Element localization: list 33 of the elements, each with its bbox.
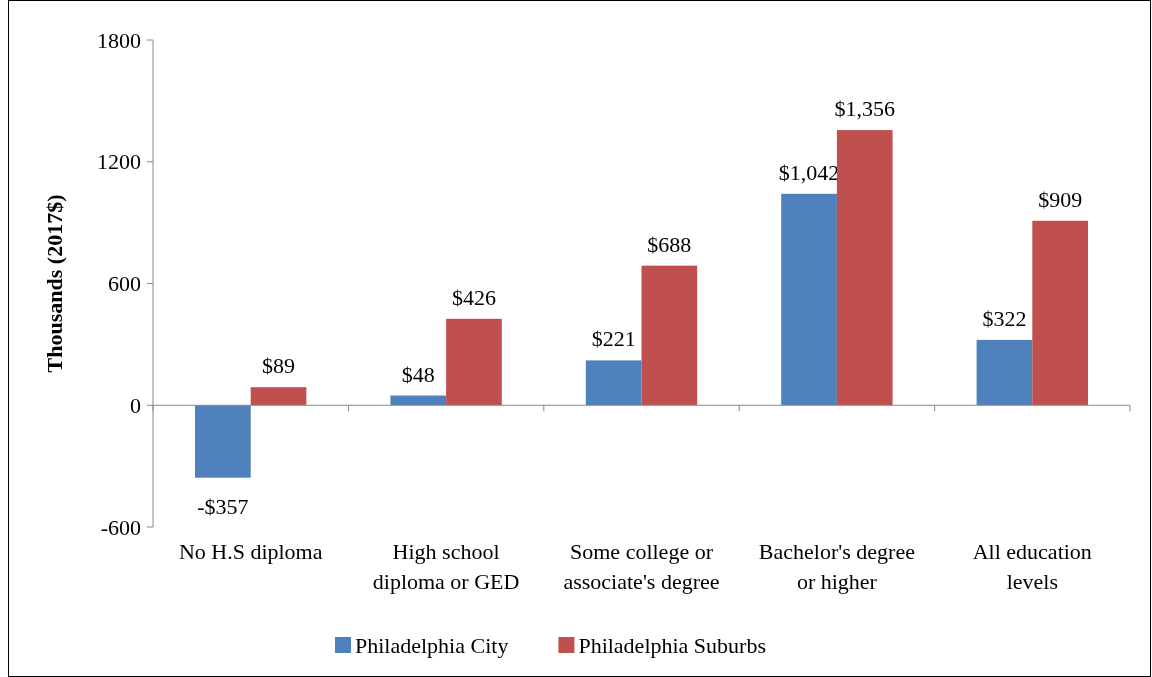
y-axis-title: Thousands (2017$) [42, 194, 67, 373]
data-label: $909 [1038, 186, 1083, 212]
bar [446, 318, 502, 406]
y-tick-label: 0 [130, 392, 141, 418]
data-label: $48 [401, 361, 435, 387]
x-tick-label: High school diploma or GED [372, 539, 520, 594]
x-tick-label: Some college or associate's degree [563, 539, 720, 594]
bar [390, 395, 447, 406]
data-label: $688 [647, 231, 692, 257]
legend-label: Philadelphia City [355, 632, 509, 658]
bar [641, 265, 698, 406]
data-label: $1,356 [834, 96, 895, 122]
y-tick-label: -600 [100, 514, 141, 540]
bar [195, 405, 251, 478]
y-tick-label: 1800 [97, 27, 141, 53]
y-tick-label: 600 [108, 271, 141, 297]
bar [250, 387, 307, 406]
x-tick-label: All education levels [972, 539, 1092, 594]
bar [781, 193, 837, 406]
bar [976, 339, 1033, 406]
data-label: $89 [262, 353, 296, 379]
legend-label: Philadelphia Suburbs [578, 632, 767, 658]
bar [1032, 220, 1088, 406]
bar [836, 130, 893, 406]
data-label: -$357 [197, 493, 249, 519]
x-tick-label: No H.S diploma [178, 539, 323, 564]
y-tick-label: 1200 [97, 149, 141, 175]
data-label: $426 [451, 284, 496, 310]
data-label: $322 [982, 305, 1027, 331]
x-tick-label: Bachelor's degree or higher [758, 539, 915, 594]
bar [585, 360, 642, 406]
data-label: $221 [591, 326, 636, 352]
data-label: $1,042 [778, 159, 840, 185]
